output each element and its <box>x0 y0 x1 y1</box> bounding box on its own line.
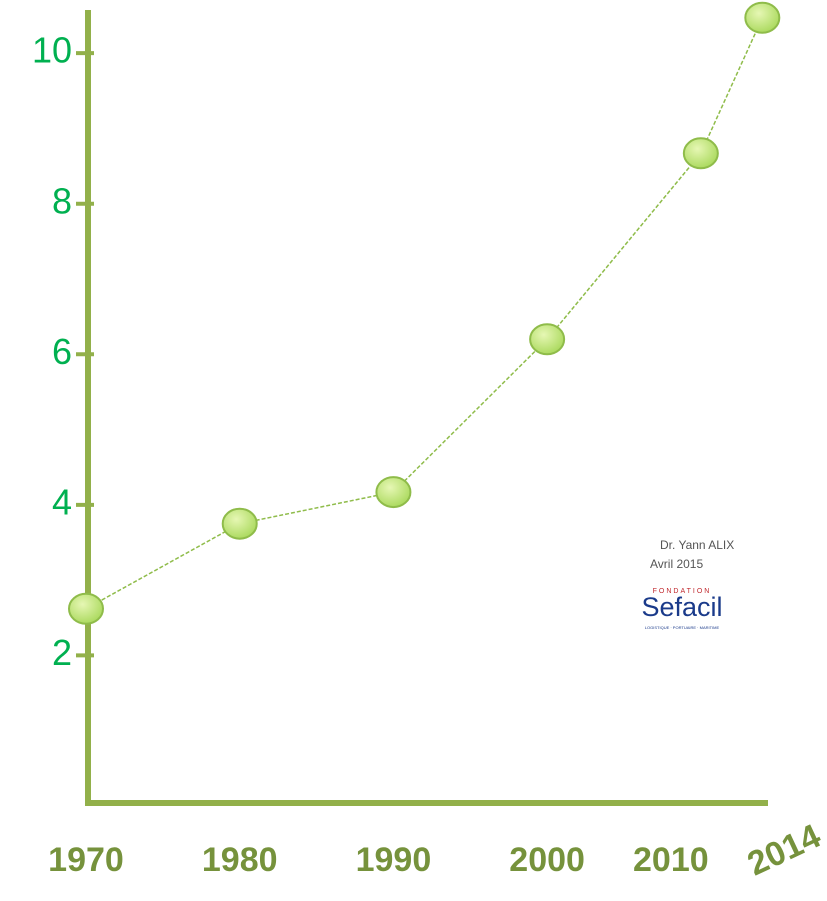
x-tick-label: 2010 <box>633 841 709 879</box>
y-tick-label: 8 <box>52 180 72 221</box>
marker <box>221 507 258 540</box>
author: Dr. Yann ALIX <box>660 538 734 552</box>
x-tick-label: 2014 <box>742 817 827 883</box>
marker <box>375 476 412 509</box>
marker <box>529 323 566 356</box>
logo-sub: FONDATION <box>653 588 712 595</box>
logo: Sefacil <box>641 592 722 622</box>
y-tick-label: 6 <box>52 331 72 372</box>
date: Avril 2015 <box>650 557 703 571</box>
line <box>85 17 763 610</box>
x-tick-label: 1990 <box>356 841 432 879</box>
y-tick-label: 2 <box>52 632 72 673</box>
x-tick-label: 1980 <box>202 841 278 879</box>
y-tick-label: 10 <box>32 30 72 71</box>
x-tick-label: 2000 <box>509 841 585 879</box>
logo-tagline: LOGISTIQUE · PORTUAIRE · MARITIME <box>645 625 720 630</box>
marker <box>682 137 719 170</box>
y-tick-label: 4 <box>52 481 72 522</box>
marker <box>68 592 104 625</box>
x-tick-label: 1970 <box>48 841 124 879</box>
marker <box>744 1 781 34</box>
